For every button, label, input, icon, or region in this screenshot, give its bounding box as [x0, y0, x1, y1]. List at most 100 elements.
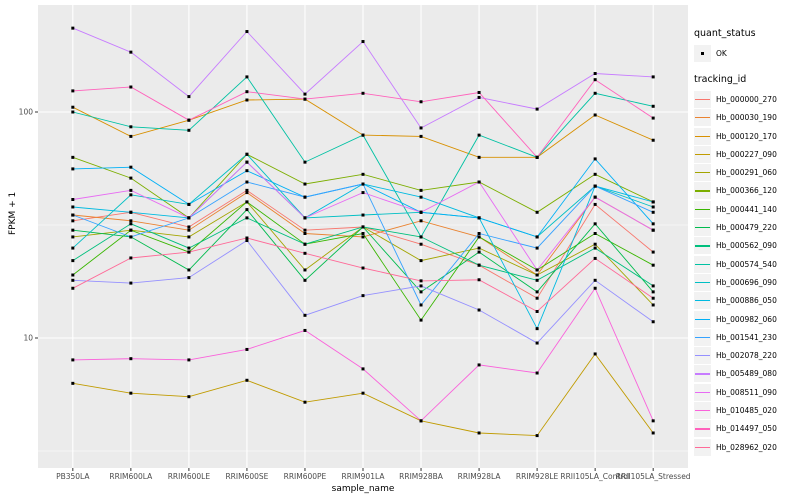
data-point — [245, 239, 249, 243]
data-point — [129, 281, 133, 285]
legend-item-label: Hb_002078_220 — [716, 351, 777, 361]
data-point — [651, 222, 655, 226]
line-swatch-icon — [695, 99, 710, 101]
data-point — [651, 320, 655, 324]
data-point — [187, 95, 191, 99]
data-point — [419, 284, 423, 288]
legend-key-line — [694, 292, 711, 310]
data-point — [303, 251, 307, 255]
data-point — [71, 110, 75, 114]
data-point — [303, 216, 307, 220]
data-point — [593, 352, 597, 356]
data-point — [71, 167, 75, 171]
legend-item-label: Hb_000366_120 — [716, 186, 777, 196]
data-point — [477, 180, 481, 184]
data-point — [361, 182, 365, 186]
data-point — [477, 278, 481, 282]
data-point — [245, 98, 249, 102]
data-point — [187, 276, 191, 280]
data-point — [651, 210, 655, 214]
data-point — [477, 235, 481, 239]
data-point — [245, 90, 249, 94]
x-tick-label: RRIM928LA — [458, 472, 502, 481]
data-point — [651, 296, 655, 300]
legend-key-line — [694, 438, 711, 456]
data-point — [245, 75, 249, 79]
data-point — [419, 235, 423, 239]
line-swatch-icon — [695, 208, 710, 210]
data-point — [477, 216, 481, 220]
data-point — [187, 235, 191, 239]
data-point — [71, 105, 75, 109]
data-point — [303, 92, 307, 96]
legend-item-label: Hb_010485_020 — [716, 406, 777, 416]
data-point — [361, 367, 365, 371]
legend-key-line — [694, 91, 711, 108]
data-point — [593, 72, 597, 76]
data-point — [129, 391, 133, 395]
data-point — [303, 182, 307, 186]
legend-item: Hb_002078_220 — [694, 347, 800, 365]
x-tick-label: RRIM600LA — [109, 472, 153, 481]
legend-quant-status-title: quant_status — [694, 28, 756, 39]
data-point — [361, 231, 365, 235]
legend-item-label: Hb_000886_050 — [716, 296, 777, 306]
data-point — [419, 290, 423, 294]
legend-item-label: OK — [716, 49, 727, 58]
data-point — [535, 327, 539, 331]
data-point — [71, 259, 75, 263]
y-tick-label: 10 — [23, 334, 33, 343]
data-point — [187, 228, 191, 232]
data-point — [651, 250, 655, 254]
line-swatch-icon — [695, 410, 710, 412]
data-point — [129, 188, 133, 192]
data-point — [593, 195, 597, 199]
data-point — [71, 89, 75, 93]
data-point — [129, 210, 133, 214]
legend-item-label: Hb_014497_050 — [716, 424, 777, 434]
legend-item: Hb_000886_050 — [694, 292, 800, 310]
data-point — [593, 113, 597, 117]
legend: quant_status OK tracking_id Hb_000000_27… — [694, 28, 800, 457]
legend-item-label: Hb_000562_090 — [716, 241, 777, 251]
data-point — [187, 250, 191, 254]
data-point — [419, 303, 423, 307]
data-point — [593, 202, 597, 206]
data-point — [535, 273, 539, 277]
line-swatch-icon — [695, 318, 710, 320]
data-point — [535, 268, 539, 272]
data-point — [303, 97, 307, 101]
data-point — [419, 210, 423, 214]
data-point — [651, 419, 655, 423]
legend-key-line — [694, 237, 711, 255]
line-swatch-icon — [695, 190, 710, 192]
legend-item-label: Hb_000982_060 — [716, 314, 777, 324]
data-point — [361, 91, 365, 95]
data-point — [593, 256, 597, 260]
data-point — [477, 263, 481, 267]
x-tick-label: PB350LA — [56, 472, 90, 481]
legend-item: Hb_000291_060 — [694, 164, 800, 182]
line-swatch-icon — [695, 446, 710, 448]
data-point — [303, 400, 307, 404]
data-point — [419, 126, 423, 130]
line-swatch-icon — [695, 153, 710, 156]
legend-key-line — [694, 383, 711, 401]
data-point — [303, 242, 307, 246]
x-tick-label: RRIM600PE — [284, 472, 327, 481]
data-point — [129, 50, 133, 54]
x-tick-label: RRIM600LE — [168, 472, 211, 481]
data-point — [593, 286, 597, 290]
data-point — [187, 395, 191, 399]
legend-key-line — [694, 402, 711, 420]
legend-item: Hb_010485_020 — [694, 402, 800, 420]
legend-quant-status-block: quant_status OK — [694, 28, 800, 62]
data-point — [71, 198, 75, 202]
legend-key-line — [694, 109, 711, 127]
data-point — [361, 213, 365, 217]
data-point — [129, 193, 133, 197]
legend-item: Hb_000000_270 — [694, 91, 800, 108]
line-swatch-icon — [695, 245, 710, 247]
legend-item-label: Hb_000441_140 — [716, 204, 777, 214]
data-point — [71, 381, 75, 385]
